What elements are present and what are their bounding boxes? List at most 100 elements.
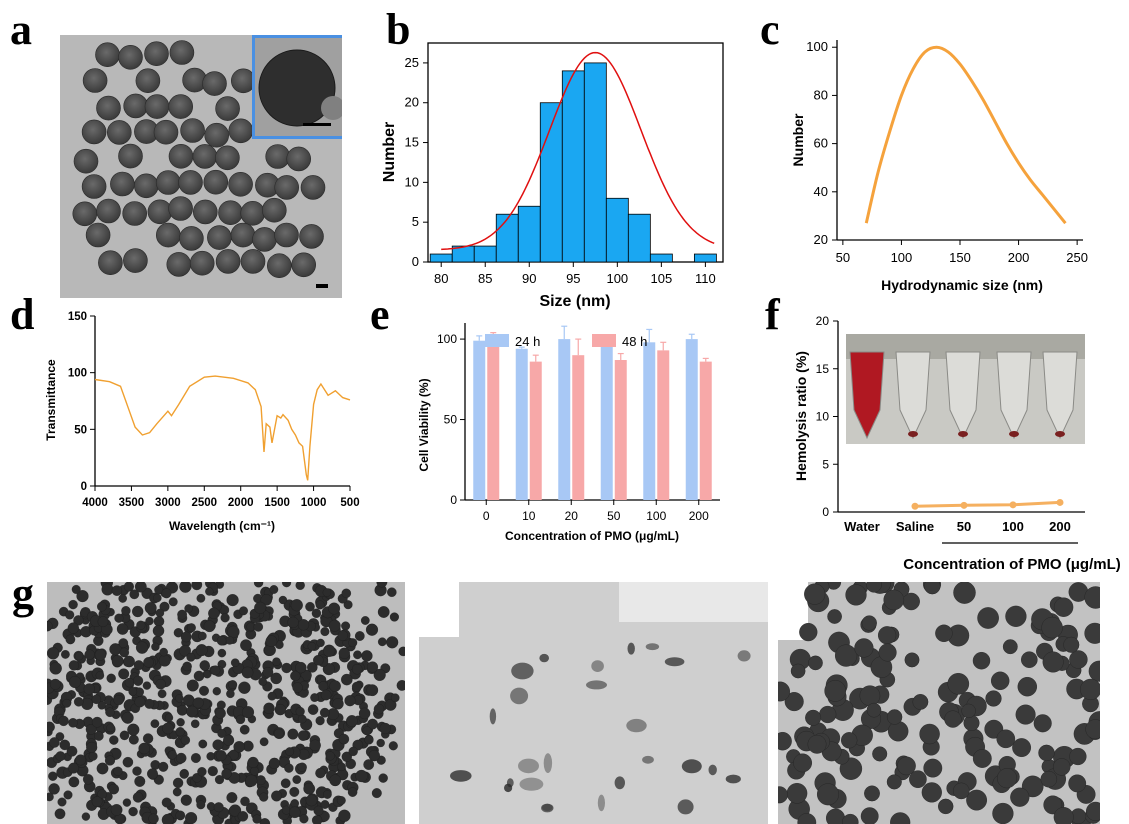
xlabel-e: Concentration of PMO (μg/mL) — [505, 529, 679, 543]
nanoparticle — [175, 752, 187, 764]
nanoparticle — [85, 222, 111, 248]
nanoparticle — [272, 657, 281, 666]
nanoparticle — [860, 807, 879, 824]
nanoparticle — [319, 707, 330, 718]
dark-aggregate — [510, 687, 529, 705]
y-tick-label-b: 0 — [412, 254, 419, 269]
nanoparticle — [81, 119, 107, 145]
nanoparticle — [784, 692, 804, 712]
dark-aggregate — [518, 758, 539, 774]
y-tick-label-c: 80 — [814, 87, 828, 102]
hemolysis-line — [914, 500, 1061, 508]
nanoparticle — [240, 796, 250, 807]
nanoparticle — [123, 655, 135, 668]
nanoparticle — [320, 627, 330, 637]
nanoparticle — [778, 681, 790, 702]
x-tick-label-b: 100 — [606, 271, 628, 286]
nanoparticle — [226, 594, 239, 607]
data-point-f — [911, 502, 919, 510]
nanoparticle — [313, 805, 324, 816]
tem-image-g — [47, 582, 405, 824]
nanoparticle — [199, 660, 210, 671]
nanoparticle — [164, 713, 174, 722]
x-tick-label-c: 150 — [949, 250, 971, 265]
nanoparticle — [388, 741, 398, 751]
nanoparticle — [175, 727, 185, 737]
nanoparticle — [1053, 758, 1071, 776]
nanoparticle — [179, 769, 189, 779]
nanoparticle — [840, 732, 858, 749]
nanoparticle — [134, 696, 146, 708]
nanoparticle — [329, 774, 342, 787]
nanoparticle — [866, 702, 882, 718]
bar-24h — [473, 340, 486, 500]
dark-aggregate — [614, 776, 625, 790]
chart-c: 50 100 150 200 250 20 40 60 80 100 Hydrodynamic s… — [790, 39, 1088, 293]
nanoparticle — [842, 813, 859, 824]
nanoparticle — [260, 594, 273, 606]
nanoparticle — [217, 728, 227, 738]
nanoparticle — [228, 749, 239, 761]
nanoparticle — [866, 582, 882, 593]
nanoparticle — [371, 788, 382, 799]
bar-48h — [657, 350, 670, 500]
hemolysis-photo-inset — [846, 334, 1085, 444]
nanoparticle — [212, 739, 224, 751]
nanoparticle — [952, 782, 970, 800]
nanoparticle — [97, 601, 107, 612]
nanoparticle — [827, 609, 842, 624]
nanoparticle — [259, 792, 269, 802]
histogram-bar — [583, 62, 607, 263]
nanoparticle — [215, 96, 240, 121]
nanoparticle — [315, 767, 326, 779]
nanoparticle — [150, 719, 160, 729]
nanoparticle — [897, 756, 916, 776]
x-tick-label-c: 50 — [836, 250, 850, 265]
nanoparticle — [226, 689, 235, 699]
nanoparticle — [351, 663, 363, 675]
nanoparticle — [48, 783, 60, 795]
dark-aggregate — [626, 718, 647, 733]
nanoparticle — [343, 600, 353, 610]
y-tick-label-f: 15 — [816, 362, 830, 376]
nanoparticle — [790, 663, 806, 679]
nanoparticle — [204, 122, 229, 148]
x-tick-label-d: 1500 — [264, 497, 290, 509]
nanoparticle — [189, 250, 215, 276]
nanoparticle — [228, 680, 238, 690]
nanoparticle — [179, 582, 192, 593]
nanoparticle — [144, 41, 169, 67]
nanoparticle — [94, 731, 104, 741]
nanoparticle — [75, 754, 87, 766]
nanoparticle — [804, 583, 826, 605]
nanoparticle — [175, 810, 186, 821]
x-tick-label-e: 0 — [483, 509, 490, 523]
nanoparticle — [127, 723, 140, 736]
ftir-spectrum-line — [94, 375, 351, 481]
nanoparticle — [132, 766, 142, 776]
nanoparticle — [268, 757, 281, 770]
nanoparticle — [106, 120, 132, 145]
panel-label-a: a — [10, 5, 32, 54]
nanoparticle — [341, 588, 352, 599]
nanoparticle — [1042, 651, 1064, 673]
nanoparticle — [824, 680, 846, 702]
nanoparticle — [73, 148, 99, 174]
nanoparticle — [91, 694, 102, 705]
histogram-bar — [693, 253, 717, 263]
nanoparticle — [341, 751, 352, 762]
nanoparticle — [108, 783, 120, 795]
nanoparticle — [1088, 660, 1100, 682]
nanoparticle — [193, 199, 218, 225]
nanoparticle — [178, 170, 203, 195]
panel-label-e: e — [370, 290, 390, 339]
nanoparticle — [307, 662, 318, 673]
nanoparticle — [259, 818, 271, 824]
nanoparticle — [223, 734, 235, 746]
nanoparticle — [921, 782, 942, 803]
nanoparticle — [1017, 676, 1038, 697]
nanoparticle — [118, 44, 143, 70]
nanoparticle — [290, 599, 303, 612]
nanoparticle — [360, 616, 370, 625]
